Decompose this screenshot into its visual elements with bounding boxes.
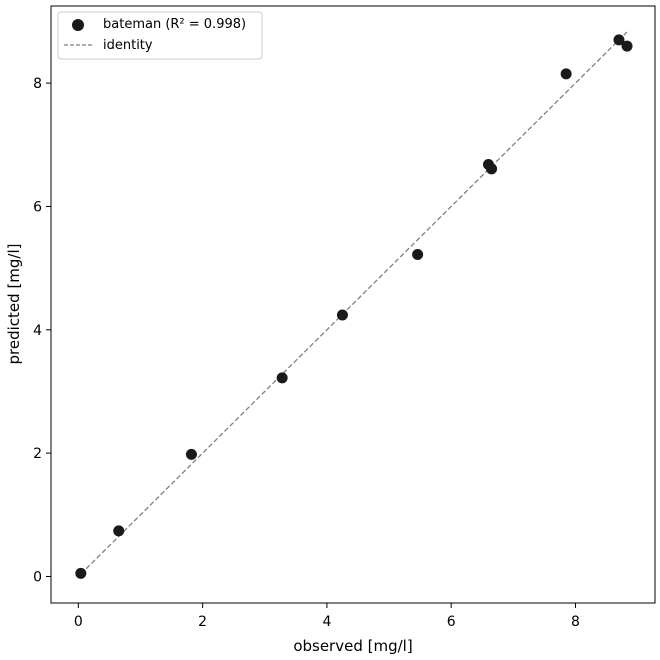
data-point — [336, 309, 348, 321]
data-point — [613, 34, 625, 46]
data-point — [486, 163, 498, 175]
y-tick-label: 2 — [33, 446, 42, 462]
x-tick-label: 8 — [571, 614, 580, 630]
x-tick-label: 0 — [74, 614, 83, 630]
legend: bateman (R² = 0.998) identity — [57, 11, 263, 60]
legend-label-bateman: bateman (R² = 0.998) — [103, 17, 246, 32]
x-tick-label: 6 — [447, 614, 456, 630]
identity-line — [80, 31, 628, 575]
y-tick-label: 0 — [33, 569, 42, 585]
data-point — [185, 448, 197, 460]
y-tick-label: 8 — [33, 76, 42, 92]
x-tick-label: 4 — [322, 614, 331, 630]
plot-area — [75, 31, 633, 579]
legend-label-identity: identity — [103, 38, 153, 53]
data-point — [621, 40, 633, 52]
legend-marker-bateman — [72, 19, 84, 31]
plot-frame — [50, 5, 656, 604]
data-point — [113, 525, 125, 537]
y-tick-label: 6 — [33, 199, 42, 215]
y-axis-label: predicted [mg/l] — [5, 244, 23, 365]
y-axis: 0 2 4 6 8 — [33, 76, 51, 585]
x-axis-label: observed [mg/l] — [293, 637, 412, 655]
data-point — [560, 68, 572, 80]
data-point — [412, 249, 424, 261]
legend-box — [57, 11, 263, 60]
data-point — [276, 372, 288, 384]
x-axis: 0 2 4 6 8 — [74, 603, 580, 630]
x-tick-label: 2 — [198, 614, 207, 630]
data-point — [75, 567, 87, 579]
y-tick-label: 4 — [33, 323, 42, 339]
